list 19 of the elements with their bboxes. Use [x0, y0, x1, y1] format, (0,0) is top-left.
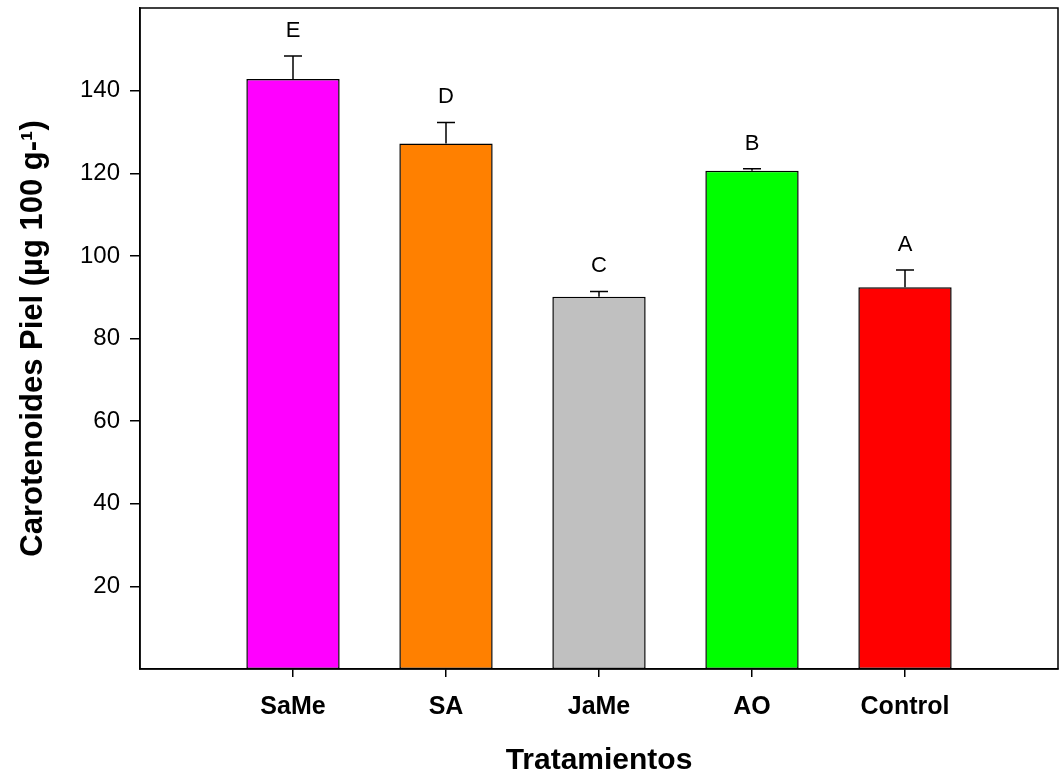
y-tick-label: 80: [93, 323, 120, 351]
x-tick-label: AO: [733, 690, 771, 719]
x-tick-label: SA: [428, 690, 464, 719]
y-tick-label: 120: [79, 157, 120, 185]
annotation: B: [744, 129, 760, 155]
x-axis-title: Tratamientos: [505, 742, 693, 776]
annotation: A: [897, 230, 913, 256]
x-tick-label: SaMe: [260, 690, 326, 719]
y-axis-title: Carotenoides Piel (µg 100 g-¹): [14, 120, 50, 557]
x-tick-label: JaMe: [567, 690, 631, 719]
x-tick-label: Control: [860, 690, 950, 719]
annotation: E: [285, 16, 301, 42]
y-tick-label: 40: [93, 488, 120, 516]
annotation: C: [591, 252, 608, 278]
y-tick-label: 60: [93, 405, 120, 433]
y-tick-label: 100: [79, 240, 120, 268]
annotation: D: [438, 83, 454, 109]
y-tick-label: 20: [93, 571, 120, 598]
y-tick-label: 140: [79, 75, 120, 103]
